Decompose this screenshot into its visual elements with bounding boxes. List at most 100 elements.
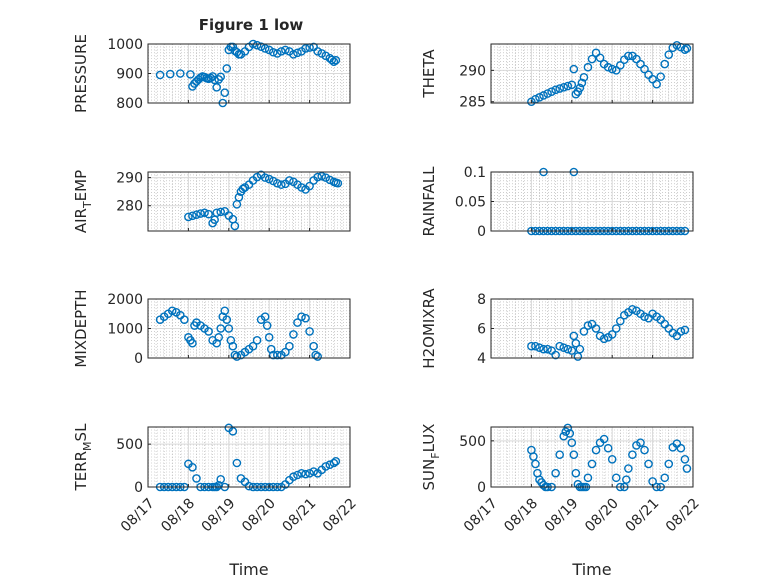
- y-tick-label: 0: [134, 480, 143, 496]
- data-point: [230, 221, 240, 231]
- data-point: [527, 341, 536, 351]
- data-point: [167, 306, 177, 316]
- data-point: [297, 468, 306, 478]
- data-point: [212, 208, 221, 218]
- data-point: [196, 209, 205, 218]
- data-point: [212, 83, 221, 92]
- data-point: [277, 47, 286, 56]
- data-point: [565, 429, 575, 438]
- data-point: [622, 475, 631, 484]
- data-point: [230, 350, 240, 360]
- data-point: [305, 327, 314, 336]
- data-point: [232, 200, 242, 209]
- x-tick-label: 08/22: [320, 495, 360, 535]
- data-point: [664, 50, 674, 59]
- data-point: [289, 330, 298, 339]
- data-point: [301, 44, 310, 53]
- data-point: [281, 347, 290, 357]
- data-point: [313, 352, 322, 361]
- data-point: [313, 172, 322, 182]
- data-point: [624, 464, 633, 473]
- data-point: [551, 85, 560, 95]
- data-point: [615, 316, 625, 326]
- subplot-sun_flux: 0 500 08/17 08/18 08/19 08/20 08/21 08/22 SUNFLU…: [420, 424, 703, 579]
- series-markers: [527, 305, 690, 361]
- data-point: [293, 470, 302, 480]
- minor-grid: [491, 427, 693, 487]
- data-point: [563, 81, 573, 91]
- data-point: [264, 333, 274, 342]
- data-point: [206, 73, 215, 83]
- subplot-h2omixra: 4 6 8 H2OMIXRA: [420, 288, 694, 369]
- data-point: [595, 53, 605, 63]
- x-tick-label: 08/17: [118, 495, 158, 535]
- data-point: [186, 70, 195, 79]
- data-point: [599, 434, 609, 444]
- subplot-terr_msl: 0 500 08/17 08/18 08/19 08/20 08/21 08/22 TERRMS…: [72, 423, 360, 579]
- data-point: [329, 57, 339, 67]
- data-point: [222, 64, 232, 73]
- data-point: [611, 324, 621, 333]
- y-axis-label: SUNFLUX: [420, 424, 442, 491]
- data-point: [155, 70, 165, 80]
- data-point: [615, 61, 625, 70]
- data-point: [672, 40, 682, 50]
- figure-title: Figure 1 low: [199, 16, 304, 34]
- y-axis-label: THETA: [420, 49, 438, 99]
- data-point: [297, 312, 306, 322]
- data-point: [559, 343, 569, 352]
- data-point: [232, 458, 242, 468]
- y-tick-label: 290: [459, 63, 486, 79]
- data-point: [569, 64, 579, 74]
- data-point: [575, 83, 585, 93]
- data-point: [228, 426, 238, 436]
- data-point: [266, 344, 276, 354]
- y-tick-label: 800: [116, 96, 143, 112]
- y-tick-label: 0.1: [464, 165, 486, 181]
- minor-grid: [148, 427, 350, 487]
- y-tick-label: 0: [477, 480, 486, 496]
- data-point: [260, 173, 270, 182]
- data-point: [567, 346, 577, 355]
- data-point: [555, 84, 564, 93]
- data-point: [277, 180, 286, 189]
- x-tick-label: 08/21: [280, 495, 320, 535]
- y-axis-label: AIRTEMP: [72, 170, 94, 233]
- data-point: [559, 83, 569, 92]
- data-point: [547, 87, 556, 97]
- data-point: [331, 55, 341, 65]
- data-point: [192, 474, 201, 483]
- data-point: [192, 210, 201, 220]
- data-point: [535, 343, 544, 352]
- data-point: [591, 324, 601, 333]
- x-tick-label: 08/20: [582, 495, 622, 535]
- x-axis-label: Time: [228, 560, 268, 579]
- data-point: [176, 69, 185, 78]
- data-point: [311, 350, 320, 360]
- data-point: [607, 455, 617, 464]
- data-point: [260, 312, 270, 322]
- data-point: [222, 315, 232, 324]
- data-point: [628, 450, 637, 459]
- data-point: [297, 183, 306, 192]
- data-point: [165, 69, 175, 79]
- data-point: [281, 45, 290, 55]
- data-point: [216, 474, 226, 484]
- y-tick-label: 1000: [107, 322, 143, 338]
- data-point: [676, 327, 686, 336]
- data-point: [180, 315, 189, 324]
- data-point: [539, 480, 548, 490]
- data-point: [285, 176, 294, 185]
- subplot-theta: 285 290 THETA: [420, 40, 694, 111]
- data-point: [333, 178, 343, 188]
- y-tick-label: 500: [116, 437, 143, 453]
- data-point: [539, 344, 548, 354]
- data-point: [321, 462, 331, 471]
- data-point: [583, 62, 593, 72]
- data-point: [301, 469, 310, 479]
- y-tick-label: 900: [116, 67, 143, 83]
- data-point: [587, 54, 597, 64]
- subplot-air_temp: 280 290 AIRTEMP: [72, 170, 351, 233]
- data-point: [640, 445, 649, 455]
